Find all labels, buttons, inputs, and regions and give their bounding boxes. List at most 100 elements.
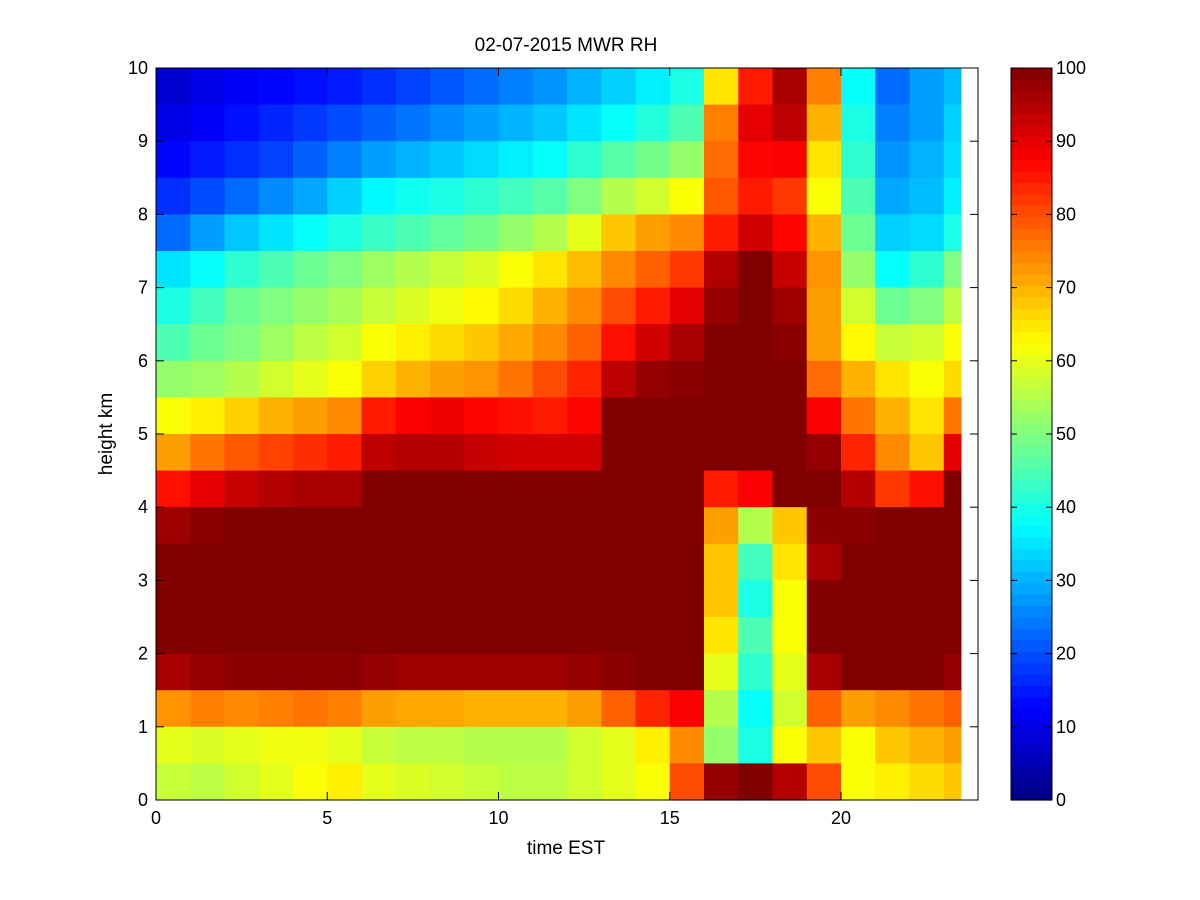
heatmap-cell [772,434,808,472]
heatmap-cell [156,690,191,728]
y-tick-label: 4 [138,497,148,517]
heatmap-cell [635,251,671,289]
colorbar-segment [1011,548,1052,561]
heatmap-cell [909,177,945,215]
heatmap-cell [327,507,363,545]
heatmap-cell [430,726,465,764]
heatmap-cell [909,324,945,362]
y-tick-label: 0 [138,790,148,810]
heatmap-cell [224,214,260,252]
heatmap-cell [909,690,945,728]
heatmap-cell [293,763,328,801]
heatmap-cell [293,141,328,179]
heatmap-cell [772,617,808,655]
colorbar-segment [1011,251,1052,264]
heatmap-cell [875,214,911,252]
heatmap-cell [841,287,876,325]
colorbar-segment [1011,319,1052,332]
heatmap-cell [806,690,842,728]
heatmap-cell [738,104,774,142]
heatmap-cell [841,507,876,545]
heatmap-cell [258,434,294,472]
heatmap-cell [875,543,911,581]
heatmap-cell [190,543,226,581]
colorbar-tick-label: 70 [1056,278,1076,298]
heatmap-cell [635,726,671,764]
heatmap-cell [361,214,397,252]
heatmap-cell [224,141,260,179]
colorbar-segment [1011,228,1052,241]
heatmap-cell [943,617,962,655]
heatmap-cell [704,251,739,289]
heatmap-cell [841,690,876,728]
heatmap-cell [293,726,328,764]
heatmap-cell [943,141,962,179]
heatmap-cell [498,726,534,764]
heatmap-cell [224,397,260,435]
y-tick-label: 7 [138,278,148,298]
heatmap-cell [669,177,705,215]
heatmap-cell [190,214,226,252]
heatmap-cell [430,434,465,472]
heatmap-cell [738,543,774,581]
heatmap-cell [361,287,397,325]
heatmap-cell [156,287,191,325]
heatmap-cell [669,580,705,618]
heatmap-cell [704,690,739,728]
heatmap-cell [704,543,739,581]
heatmap-cell [464,324,500,362]
heatmap-cell [430,470,465,508]
heatmap-cell [567,763,602,801]
heatmap-cell [738,580,774,618]
heatmap-cell [772,287,808,325]
colorbar-tick-label: 60 [1056,351,1076,371]
colorbar: 0 10 20 30 40 50 60 70 80 90 100 [1010,58,1086,810]
heatmap-cell [190,360,226,398]
heatmap-cells [156,68,962,801]
heatmap-cell [258,68,294,106]
colorbar-segment [1011,651,1052,664]
heatmap-cell [738,251,774,289]
heatmap-cell [464,726,500,764]
heatmap-cell [190,470,226,508]
colorbar-segment [1011,90,1052,103]
heatmap-cell [635,763,671,801]
colorbar-segment [1011,411,1052,424]
heatmap-cell [635,360,671,398]
heatmap-cell [190,507,226,545]
heatmap-cell [224,543,260,581]
heatmap-cell [327,653,363,691]
heatmap-cell [464,580,500,618]
heatmap-cell [224,690,260,728]
heatmap-cell [738,177,774,215]
heatmap-cell [704,214,739,252]
heatmap-cell [498,434,534,472]
heatmap-cell [190,251,226,289]
heatmap-cell [635,543,671,581]
heatmap-cell [532,543,568,581]
heatmap-cell [156,360,191,398]
heatmap-cell [361,726,397,764]
heatmap-cell [601,434,637,472]
colorbar-segment [1011,102,1052,115]
heatmap-cell [156,763,191,801]
colorbar-segment [1011,559,1052,572]
heatmap-cell [258,470,294,508]
heatmap-cell [156,726,191,764]
heatmap-cell [498,397,534,435]
colorbar-tick-label: 80 [1056,204,1076,224]
heatmap-cell [361,690,397,728]
heatmap-cell [464,653,500,691]
heatmap-cell [841,580,876,618]
x-tick-label: 15 [660,808,680,828]
x-axis-label: time EST [527,838,606,859]
heatmap-cell [772,214,808,252]
colorbar-segment [1011,262,1052,275]
colorbar-tick-label: 20 [1056,644,1076,664]
colorbar-tick-label: 100 [1056,58,1086,78]
heatmap-cell [532,580,568,618]
x-axis: 0 5 10 15 20 [151,68,851,828]
heatmap-cell [190,397,226,435]
heatmap-cell [772,726,808,764]
heatmap-cell [806,287,842,325]
